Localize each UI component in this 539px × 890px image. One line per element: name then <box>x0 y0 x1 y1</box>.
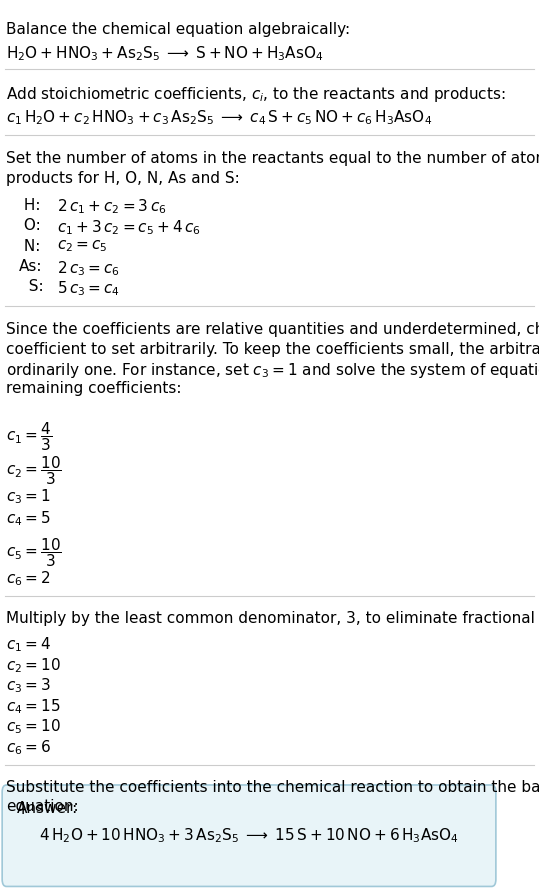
Text: $c_1 = 4$: $c_1 = 4$ <box>6 635 52 654</box>
Text: $c_4 = 5$: $c_4 = 5$ <box>6 509 51 528</box>
Text: remaining coefficients:: remaining coefficients: <box>6 381 182 396</box>
Text: products for H, O, N, As and S:: products for H, O, N, As and S: <box>6 171 240 186</box>
Text: $c_3 = 1$: $c_3 = 1$ <box>6 488 51 506</box>
Text: H:: H: <box>19 198 40 213</box>
Text: $4\,\mathrm{H_2O} + 10\,\mathrm{HNO_3} + 3\,\mathrm{As_2S_5} \;\longrightarrow\;: $4\,\mathrm{H_2O} + 10\,\mathrm{HNO_3} +… <box>39 826 459 845</box>
Text: Balance the chemical equation algebraically:: Balance the chemical equation algebraica… <box>6 22 350 37</box>
FancyBboxPatch shape <box>2 785 496 886</box>
Text: Since the coefficients are relative quantities and underdetermined, choose a: Since the coefficients are relative quan… <box>6 322 539 337</box>
Text: ordinarily one. For instance, set $c_3 = 1$ and solve the system of equations fo: ordinarily one. For instance, set $c_3 =… <box>6 361 539 380</box>
Text: $c_1 + 3\,c_2 = c_5 + 4\,c_6$: $c_1 + 3\,c_2 = c_5 + 4\,c_6$ <box>57 218 201 237</box>
Text: $c_1\,\mathrm{H_2O} + c_2\,\mathrm{HNO_3} + c_3\,\mathrm{As_2S_5} \;\longrightar: $c_1\,\mathrm{H_2O} + c_2\,\mathrm{HNO_3… <box>6 109 433 127</box>
Text: $\mathrm{H_2O + HNO_3 + As_2S_5 \;\longrightarrow\; S + NO + H_3AsO_4}$: $\mathrm{H_2O + HNO_3 + As_2S_5 \;\longr… <box>6 44 324 63</box>
Text: $c_5 = 10$: $c_5 = 10$ <box>6 717 61 736</box>
Text: $2\,c_3 = c_6$: $2\,c_3 = c_6$ <box>57 259 120 278</box>
Text: N:: N: <box>19 239 40 254</box>
Text: $c_2 = c_5$: $c_2 = c_5$ <box>57 239 107 255</box>
Text: Answer:: Answer: <box>17 801 79 816</box>
Text: Add stoichiometric coefficients, $c_i$, to the reactants and products:: Add stoichiometric coefficients, $c_i$, … <box>6 85 506 103</box>
Text: $c_5 = \dfrac{10}{3}$: $c_5 = \dfrac{10}{3}$ <box>6 536 62 569</box>
Text: S:: S: <box>19 279 44 295</box>
Text: $c_4 = 15$: $c_4 = 15$ <box>6 697 61 716</box>
Text: $c_6 = 6$: $c_6 = 6$ <box>6 738 52 756</box>
Text: $c_2 = 10$: $c_2 = 10$ <box>6 656 61 675</box>
Text: O:: O: <box>19 218 40 233</box>
Text: $c_6 = 2$: $c_6 = 2$ <box>6 570 51 588</box>
Text: $c_1 = \dfrac{4}{3}$: $c_1 = \dfrac{4}{3}$ <box>6 420 52 453</box>
Text: equation:: equation: <box>6 799 79 814</box>
Text: Substitute the coefficients into the chemical reaction to obtain the balanced: Substitute the coefficients into the che… <box>6 780 539 795</box>
Text: coefficient to set arbitrarily. To keep the coefficients small, the arbitrary va: coefficient to set arbitrarily. To keep … <box>6 342 539 357</box>
Text: $2\,c_1 + c_2 = 3\,c_6$: $2\,c_1 + c_2 = 3\,c_6$ <box>57 198 166 216</box>
Text: As:: As: <box>19 259 43 274</box>
Text: Set the number of atoms in the reactants equal to the number of atoms in the: Set the number of atoms in the reactants… <box>6 151 539 166</box>
Text: $c_2 = \dfrac{10}{3}$: $c_2 = \dfrac{10}{3}$ <box>6 454 62 487</box>
Text: Multiply by the least common denominator, 3, to eliminate fractional coefficient: Multiply by the least common denominator… <box>6 611 539 627</box>
Text: $c_3 = 3$: $c_3 = 3$ <box>6 676 51 695</box>
Text: $5\,c_3 = c_4$: $5\,c_3 = c_4$ <box>57 279 120 298</box>
